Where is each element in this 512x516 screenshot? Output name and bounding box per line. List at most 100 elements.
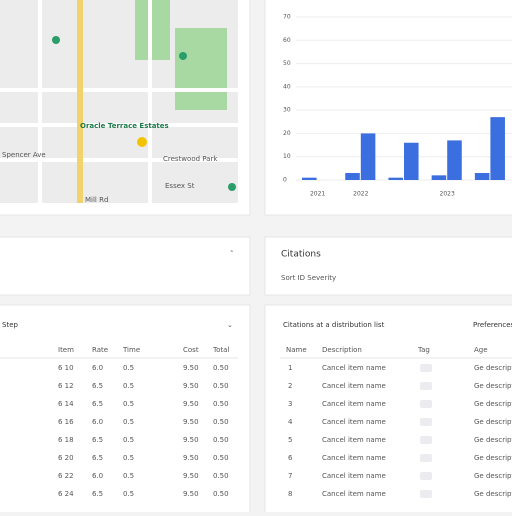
cell: 7 [288, 472, 292, 480]
cell: Cancel item name [322, 472, 386, 480]
cell: Ge description [474, 472, 512, 480]
cell: Cancel item name [322, 454, 386, 462]
column-header: Rate [92, 346, 108, 354]
tag [420, 400, 432, 408]
cell: 9.50 [183, 364, 199, 372]
cell: 0.50 [213, 454, 229, 462]
bar [302, 177, 317, 180]
pin[interactable] [179, 52, 187, 60]
cell: 6.5 [92, 436, 103, 444]
column-header: Age [474, 346, 488, 354]
cell: 0.5 [123, 472, 134, 480]
cell: Ge description [474, 382, 512, 390]
cell: 6.5 [92, 400, 103, 408]
y-tick-label: 50 [283, 60, 291, 67]
cell: 6 24 [58, 490, 74, 498]
card-title: Citations [281, 250, 321, 260]
y-tick-label: 70 [283, 14, 291, 21]
table-panel [0, 304, 251, 516]
cell: 0.5 [123, 454, 134, 462]
bar [474, 173, 490, 180]
cell: 0.5 [123, 436, 134, 444]
cell: 6.0 [92, 418, 103, 426]
y-tick-label: 40 [283, 83, 291, 90]
pin[interactable] [52, 36, 60, 44]
cell: 0.50 [213, 418, 229, 426]
column-header: Time [122, 346, 140, 354]
x-tick-label: 2022 [353, 191, 368, 198]
cell: 9.50 [183, 490, 199, 498]
cell: 1 [288, 364, 292, 372]
card [264, 236, 512, 296]
map-panel: Oracle Terrace Estates Spencer Ave Crest… [0, 0, 251, 216]
y-tick-label: 30 [283, 107, 291, 114]
column-header: Total [212, 346, 229, 354]
cell: 6 20 [58, 454, 74, 462]
column-header: Cost [183, 346, 199, 354]
cell: 6 18 [58, 436, 74, 444]
column-header: Tag [417, 346, 430, 354]
cell: Ge description [474, 436, 512, 444]
bar [404, 142, 419, 180]
cell: 0.50 [213, 436, 229, 444]
table-title: Citations at a distribution list [283, 321, 385, 329]
cell: 6 16 [58, 418, 74, 426]
cell: 0.5 [123, 400, 134, 408]
cell: 6.0 [92, 364, 103, 372]
park [175, 28, 227, 110]
tag [420, 454, 432, 462]
cell: Ge description [474, 490, 512, 498]
cell: Ge description [474, 400, 512, 408]
tables: Item Rate Time Cost Total 6 10 6.0 0.5 9.50 0.50 6… [0, 346, 512, 498]
pin[interactable] [137, 137, 147, 147]
y-tick-label: 20 [283, 130, 291, 137]
chevron[interactable]: ˄ [230, 250, 234, 258]
cell: Cancel item name [322, 418, 386, 426]
cell: Ge description [474, 454, 512, 462]
cell: 3 [288, 400, 292, 408]
cell: 9.50 [183, 400, 199, 408]
cell: Cancel item name [322, 400, 386, 408]
cell: Cancel item name [322, 490, 386, 498]
bar [360, 133, 376, 180]
column-header: Description [322, 346, 362, 354]
cell: 0.50 [213, 400, 229, 408]
y-tick-label: 60 [283, 37, 291, 44]
table-title: Preferences [473, 321, 512, 329]
tag [420, 472, 432, 480]
cell: 0.50 [213, 472, 229, 480]
bar [447, 140, 462, 180]
card [0, 236, 251, 296]
cell: 0.50 [213, 490, 229, 498]
map-label: Crestwood Park [163, 155, 218, 163]
column-header: Item [58, 346, 74, 354]
bar [345, 173, 360, 180]
tag [420, 490, 432, 498]
cell: 8 [288, 490, 292, 498]
pin[interactable] [228, 183, 236, 191]
cell: 6 14 [58, 400, 74, 408]
cell: 5 [288, 436, 292, 444]
chart: 0 10 20 30 40 50 60 70 2021 2022 2023 [283, 14, 512, 198]
cell: 6 10 [58, 364, 74, 372]
bar [490, 117, 505, 180]
x-tick-label: 2023 [440, 191, 455, 198]
tag [420, 382, 432, 390]
x-tick-label: 2021 [310, 191, 325, 198]
tag [420, 364, 432, 372]
cell: Ge description [474, 418, 512, 426]
cell: Cancel item name [322, 436, 386, 444]
cell: 6 [288, 454, 293, 462]
cell: Cancel item name [322, 382, 386, 390]
map-label: Essex St [165, 182, 195, 190]
tag [420, 418, 432, 426]
cell: 9.50 [183, 472, 199, 480]
cell: Ge description [474, 364, 512, 372]
bar [388, 177, 403, 180]
cell: 0.50 [213, 364, 229, 372]
park [135, 0, 170, 60]
cell: 0.5 [123, 418, 134, 426]
menu[interactable]: ⌄ [227, 321, 233, 329]
y-tick-label: 10 [283, 153, 291, 160]
